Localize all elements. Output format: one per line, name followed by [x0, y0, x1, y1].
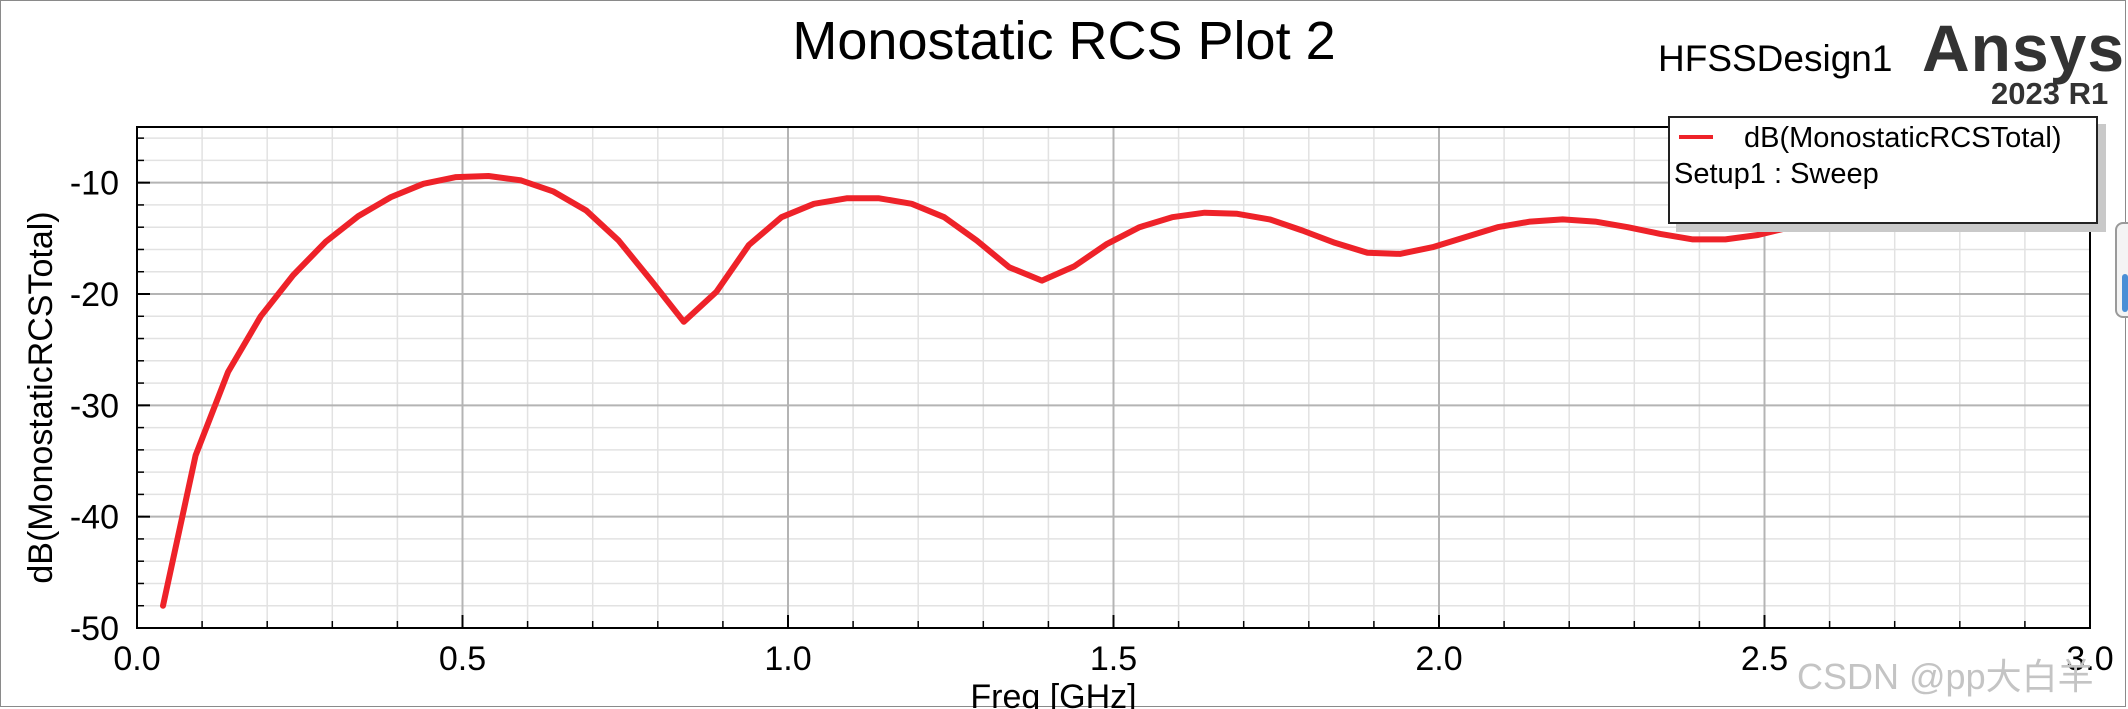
data-point	[681, 319, 686, 324]
chart-title: Monostatic RCS Plot 2	[792, 11, 1336, 71]
scrollbar-thumb[interactable]	[2122, 274, 2128, 312]
data-point	[1690, 237, 1695, 242]
data-point	[1755, 232, 1760, 237]
data-point	[1463, 235, 1468, 240]
y-tick-label: -40	[70, 499, 119, 537]
y-tick-label: -20	[70, 276, 119, 314]
data-point	[877, 196, 882, 201]
data-point	[1560, 217, 1565, 222]
data-point	[746, 243, 751, 248]
y-axis-label: dB(MonostaticRCSTotal)	[22, 211, 60, 583]
side-scrollbar[interactable]	[2115, 222, 2128, 318]
data-point	[1007, 265, 1012, 270]
data-point	[193, 453, 198, 458]
data-point	[453, 175, 458, 180]
legend-box[interactable]: dB(MonostaticRCSTotal) Setup1 : Sweep	[1668, 116, 2098, 224]
data-point	[974, 238, 979, 243]
data-point	[909, 201, 914, 206]
design-name: HFSSDesign1	[1658, 38, 1893, 79]
data-point	[1267, 217, 1272, 222]
data-point	[161, 603, 166, 608]
data-point	[779, 215, 784, 220]
data-point	[356, 214, 361, 219]
x-tick-label: 2.0	[1415, 640, 1462, 678]
data-point	[649, 278, 654, 283]
x-tick-label: 3.0	[2066, 640, 2113, 678]
data-point	[291, 273, 296, 278]
data-point	[1788, 225, 1793, 230]
data-point	[1170, 215, 1175, 220]
x-tick-label: 2.5	[1741, 640, 1788, 678]
data-point	[1365, 250, 1370, 255]
data-point	[1625, 225, 1630, 230]
data-point	[421, 181, 426, 186]
data-point	[1072, 264, 1077, 269]
data-point	[519, 178, 524, 183]
legend-series-label: dB(MonostaticRCSTotal)	[1744, 122, 2062, 154]
data-point	[1528, 219, 1533, 224]
watermark-text: CSDN @pp大白羊	[1797, 656, 2094, 697]
brand-logo: Ansys	[1922, 11, 2126, 85]
legend-sweep-label: Setup1 : Sweep	[1674, 158, 1879, 190]
data-point	[714, 289, 719, 294]
data-point	[1039, 278, 1044, 283]
data-point	[1495, 225, 1500, 230]
data-point	[1300, 228, 1305, 233]
data-point	[812, 201, 817, 206]
data-point	[584, 208, 589, 213]
x-tick-label: 1.5	[1090, 640, 1137, 678]
data-point	[323, 239, 328, 244]
data-point	[1235, 211, 1240, 216]
data-point	[1332, 240, 1337, 245]
y-tick-label: -30	[70, 387, 119, 425]
y-tick-label: -10	[70, 165, 119, 203]
data-point	[1137, 225, 1142, 230]
data-point	[226, 369, 231, 374]
legend-series-swatch	[1679, 135, 1713, 139]
data-point	[1593, 219, 1598, 224]
version-label: 2023 R1	[1991, 76, 2109, 111]
x-axis-label: Freq [GHz]	[970, 678, 1136, 709]
data-point	[388, 195, 393, 200]
data-point	[1430, 245, 1435, 250]
data-point	[1397, 251, 1402, 256]
x-tick-label: 0.0	[113, 640, 160, 678]
x-tick-label: 0.5	[439, 640, 486, 678]
data-point	[1104, 241, 1109, 246]
data-point	[844, 196, 849, 201]
data-point	[551, 189, 556, 194]
data-point	[942, 215, 947, 220]
x-tick-label: 1.0	[764, 640, 811, 678]
data-point	[616, 238, 621, 243]
y-tick-label: -50	[70, 610, 119, 648]
data-point	[1202, 210, 1207, 215]
data-point	[1723, 237, 1728, 242]
data-point	[258, 314, 263, 319]
data-point	[486, 173, 491, 178]
data-point	[1658, 231, 1663, 236]
